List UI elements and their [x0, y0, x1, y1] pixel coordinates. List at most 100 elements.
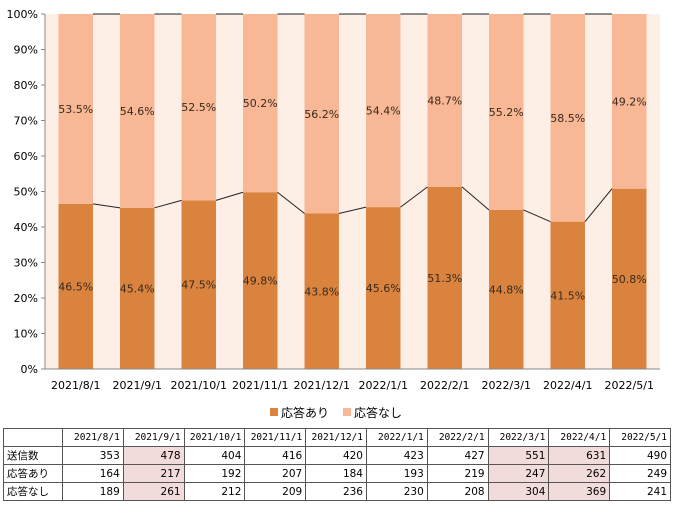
legend-item-response: 応答あり — [270, 404, 329, 421]
data-label-no-response: 54.6% — [120, 105, 155, 118]
table-header-cell: 2022/5/1 — [609, 428, 671, 447]
series-line — [277, 191, 305, 214]
table-cell: 478 — [122, 446, 185, 465]
data-label-no-response: 55.2% — [489, 106, 524, 119]
legend-label-response: 応答あり — [281, 405, 330, 420]
x-tick-label: 2022/1/1 — [359, 379, 408, 392]
bar-response — [304, 213, 339, 369]
y-tick-label: 30% — [14, 257, 38, 270]
y-tick-label: 60% — [14, 150, 38, 163]
bar-no-response — [550, 14, 585, 222]
legend-swatch-no-response — [343, 408, 352, 416]
chart-svg: 0% 10% 20% 30% 40% 50% 60% 70% 80% 90% 100% 46.5% 53… — [7, 8, 660, 392]
table-cell: 261 — [122, 482, 185, 501]
data-label-response: 49.8% — [243, 275, 278, 288]
table-cell: 236 — [305, 482, 367, 501]
x-tick-label: 2022/3/1 — [482, 379, 531, 392]
x-tick-label: 2022/4/1 — [543, 379, 592, 392]
x-tick-label: 2021/12/1 — [294, 379, 350, 392]
y-tick-label: 20% — [14, 292, 38, 305]
table-cell: 416 — [244, 446, 307, 465]
table-cell: 230 — [365, 482, 428, 501]
table-cell: 212 — [183, 482, 246, 501]
bar-no-response — [181, 14, 216, 201]
table-cell: 427 — [426, 446, 489, 465]
bar-no-response — [489, 14, 524, 210]
table-header-cell: 2021/11/1 — [244, 428, 307, 447]
table-header-cell: 2021/8/1 — [62, 428, 124, 447]
data-label-no-response: 52.5% — [181, 101, 216, 114]
y-tick-label: 70% — [14, 115, 38, 128]
bar-no-response — [612, 14, 647, 189]
table-cell: 369 — [548, 482, 611, 501]
table-header-row: 2021/8/1 2021/9/1 2021/10/1 2021/11/1 20… — [3, 428, 671, 447]
bar-response — [120, 207, 155, 369]
row-label: 応答なし — [3, 482, 63, 501]
data-label-no-response: 56.2% — [304, 108, 339, 121]
series-line — [523, 209, 551, 223]
table-cell: 353 — [62, 446, 124, 465]
data-label-no-response: 53.5% — [58, 103, 93, 116]
y-tick-label: 10% — [14, 328, 38, 341]
data-label-response: 41.5% — [550, 289, 585, 302]
bar-response — [550, 221, 585, 369]
data-label-no-response: 54.4% — [366, 105, 401, 118]
x-tick-label: 2022/5/1 — [605, 379, 654, 392]
bar-response — [489, 209, 524, 369]
bar-response — [427, 186, 462, 369]
bar-response — [612, 188, 647, 369]
data-label-no-response: 49.2% — [612, 95, 647, 108]
series-line — [461, 186, 490, 211]
bar-response — [243, 192, 278, 369]
legend-item-no-response: 応答なし — [343, 404, 402, 421]
bar-no-response — [58, 14, 93, 204]
bar-response — [181, 200, 216, 369]
y-tick-label: 90% — [14, 44, 38, 57]
x-tick-label: 2021/10/1 — [171, 379, 227, 392]
data-label-response: 45.6% — [366, 282, 401, 295]
table-row-no-response: 応答なし 189 261 212 209 236 230 208 304 369… — [3, 482, 671, 501]
table-cell: 247 — [487, 464, 550, 483]
row-label: 応答あり — [3, 464, 63, 483]
data-label-response: 43.8% — [304, 285, 339, 298]
table-cell: 217 — [122, 464, 185, 483]
bar-response — [58, 203, 93, 369]
table-header-cell: 2022/4/1 — [548, 428, 611, 447]
table-cell: 164 — [62, 464, 124, 483]
table-cell: 423 — [365, 446, 428, 465]
table-header-cell: 2021/12/1 — [305, 428, 367, 447]
table-cell: 490 — [609, 446, 671, 465]
table-cell: 262 — [548, 464, 611, 483]
bar-no-response — [427, 14, 462, 187]
y-tick-label: 80% — [14, 79, 38, 92]
table-cell: 404 — [183, 446, 246, 465]
table-row-response: 応答あり 164 217 192 207 184 193 219 247 262… — [3, 464, 671, 483]
stacked-bar-chart: 0% 10% 20% 30% 40% 50% 60% 70% 80% 90% 100% 46.5% 53… — [7, 8, 660, 392]
table-cell: 631 — [548, 446, 611, 465]
table-cell: 192 — [183, 464, 246, 483]
table-header-cell: 2022/1/1 — [365, 428, 428, 447]
bar-no-response — [366, 14, 401, 208]
table-header-cell: 2021/10/1 — [183, 428, 246, 447]
data-label-no-response: 48.7% — [427, 94, 462, 107]
table-row-sent: 送信数 353 478 404 416 420 423 427 551 631 … — [3, 446, 671, 465]
bar-no-response — [304, 14, 339, 214]
table-cell: 209 — [244, 482, 307, 501]
y-tick-label: 40% — [14, 221, 38, 234]
x-tick-label: 2021/8/1 — [51, 379, 100, 392]
y-tick-label: 100% — [7, 8, 38, 21]
data-label-response: 44.8% — [489, 283, 524, 296]
table-cell: 208 — [426, 482, 489, 501]
table-cell: 304 — [487, 482, 550, 501]
data-label-response: 45.4% — [120, 282, 155, 295]
series-line — [215, 191, 244, 201]
series-line — [400, 186, 428, 208]
table-cell: 193 — [365, 464, 428, 483]
series-line — [338, 206, 367, 214]
legend-swatch-response — [270, 408, 278, 416]
table-cell: 189 — [62, 482, 124, 501]
x-tick-label: 2022/2/1 — [420, 379, 469, 392]
legend: 応答あり 応答なし — [270, 404, 402, 420]
table-cell: 184 — [305, 464, 367, 483]
bar-response — [366, 207, 401, 369]
